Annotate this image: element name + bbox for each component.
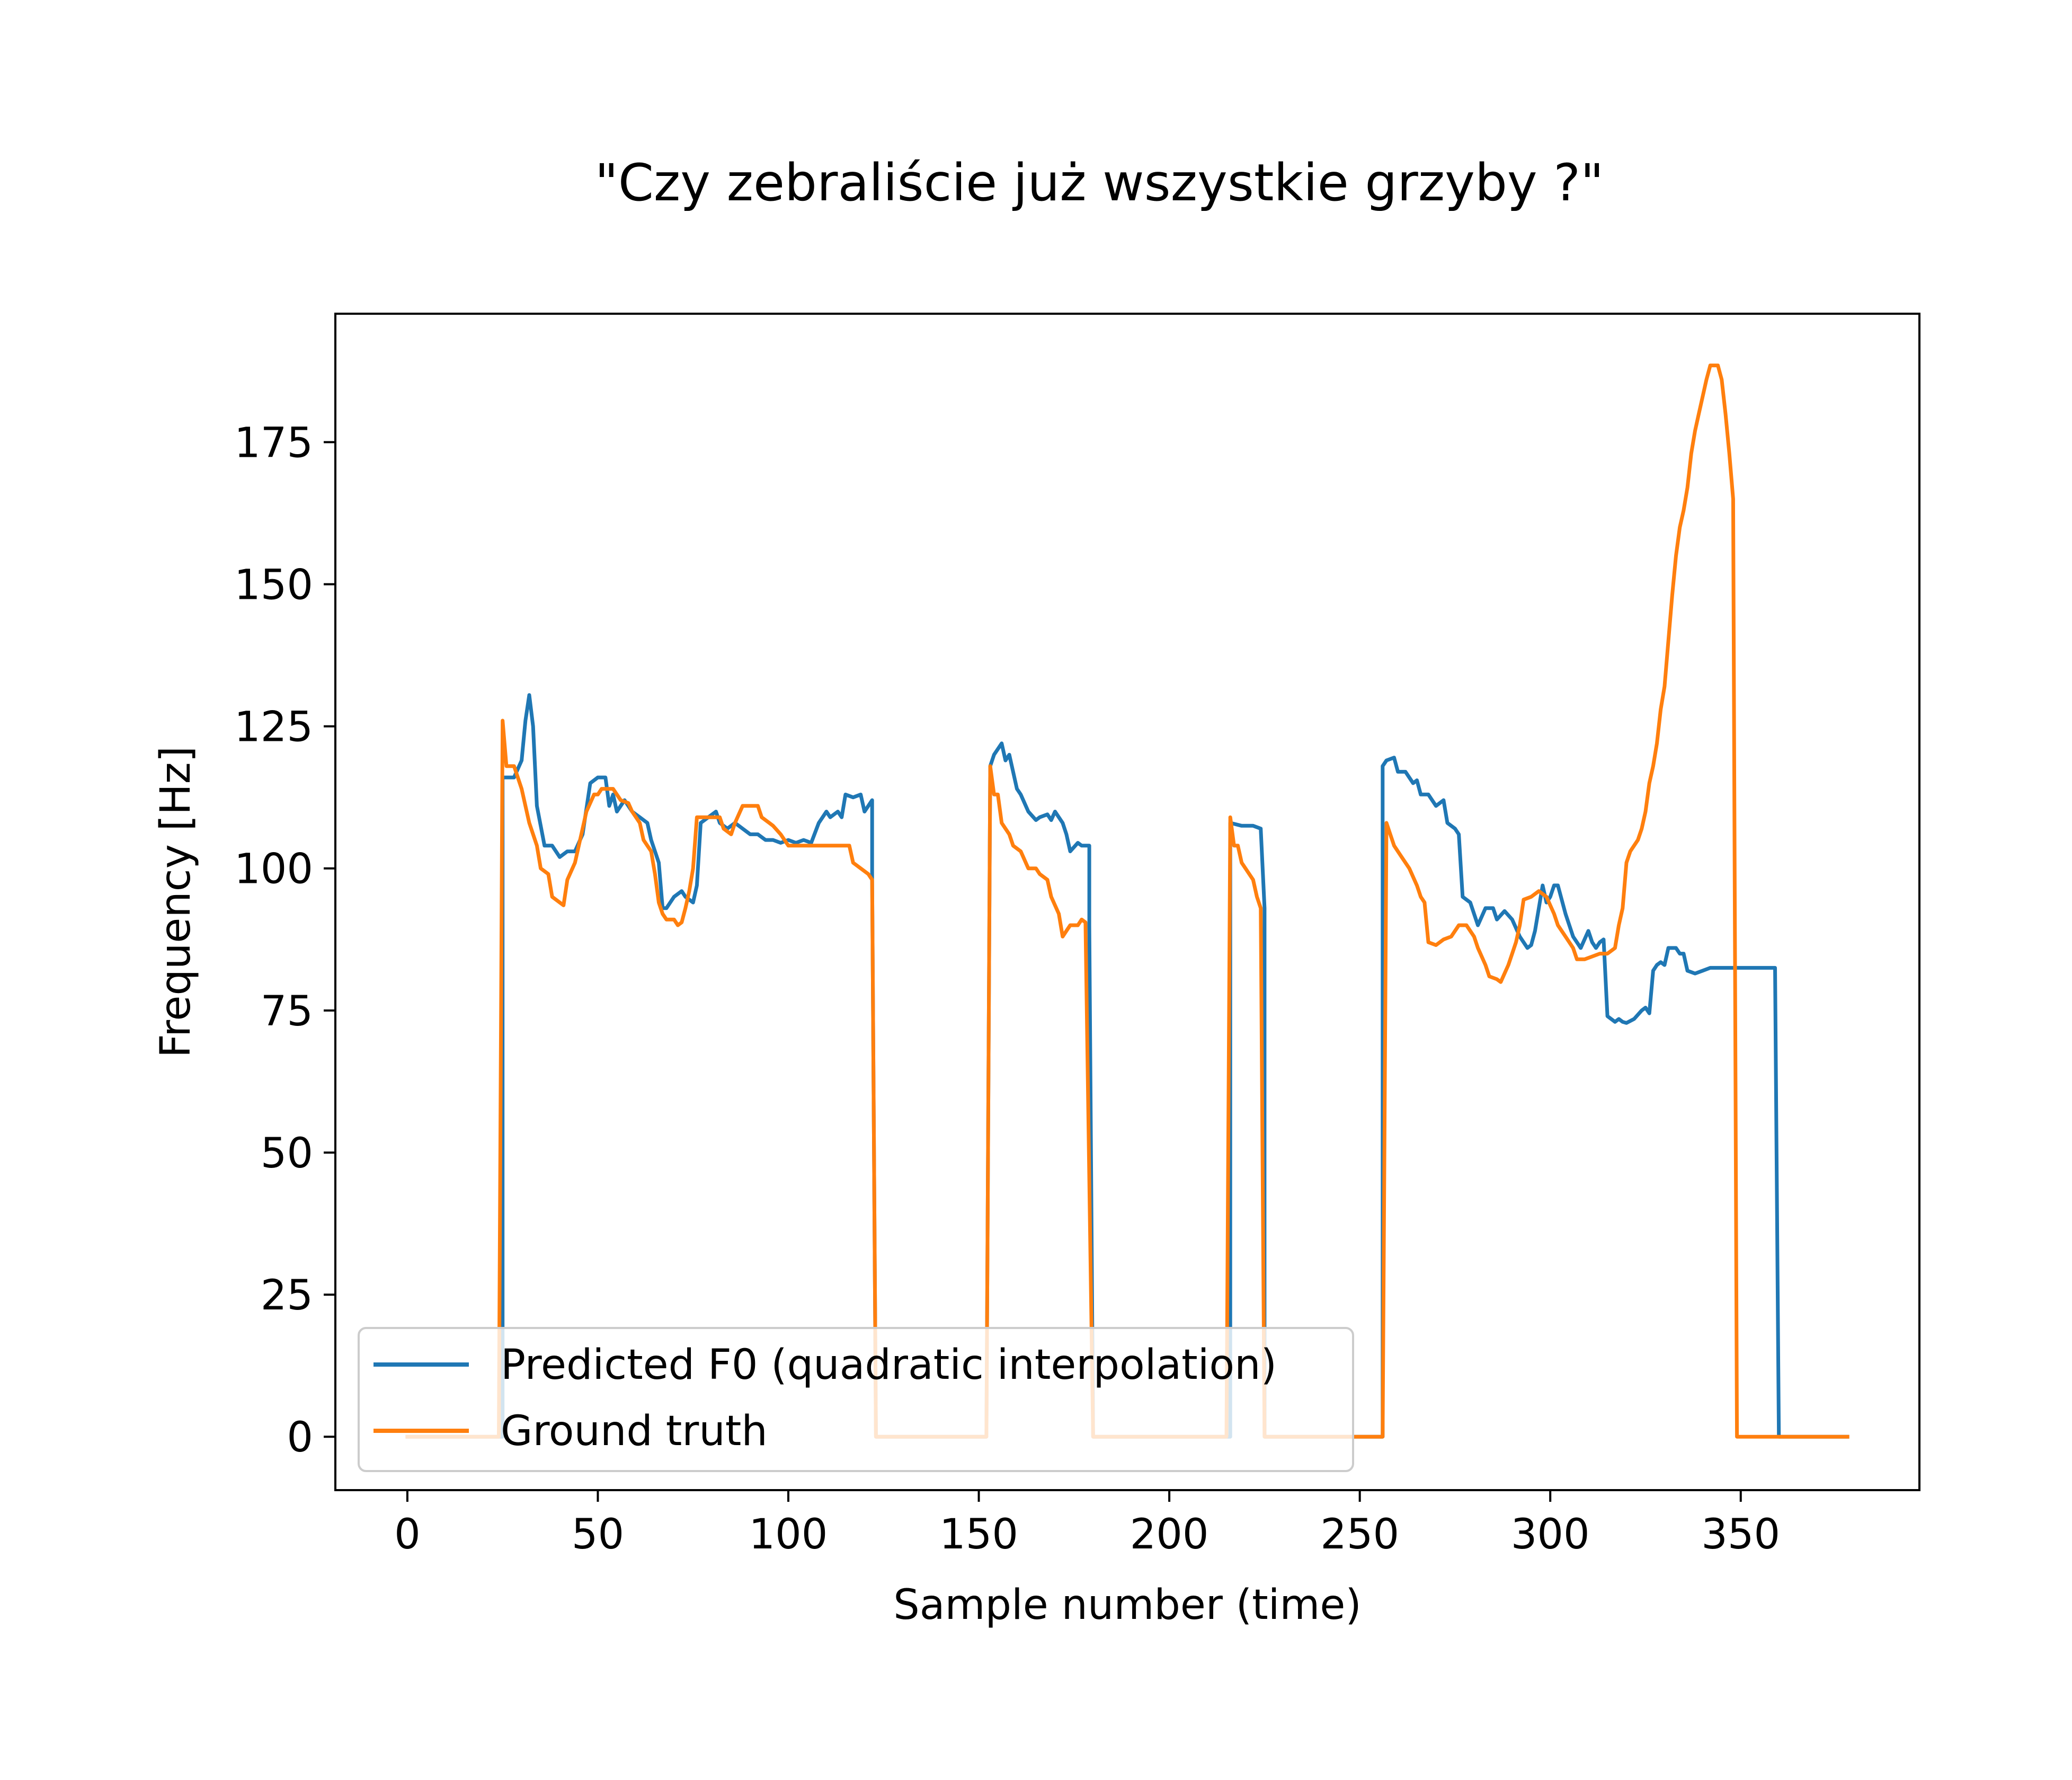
legend-label-predicted: Predicted F0 (quadratic interpolation) [501,1341,1277,1389]
legend: Predicted F0 (quadratic interpolation) G… [358,1327,1354,1472]
series-layer [405,364,1849,1439]
y-tick-label: 150 [234,561,313,609]
y-axis-label: Frequency [Hz] [152,746,200,1058]
y-tick-label: 100 [234,846,313,893]
x-tick-label: 0 [394,1511,421,1558]
chart-title: "Czy zebraliście już wszystkie grzyby ?" [595,153,1604,212]
y-tick-label: 0 [287,1414,313,1462]
x-axis-label: Sample number (time) [893,1581,1362,1629]
series-line-0 [405,693,1849,1439]
y-tick-label: 75 [261,988,313,1035]
x-tick-label: 100 [749,1511,828,1558]
y-tick-label: 175 [234,419,313,467]
x-tick-label: 200 [1130,1511,1209,1558]
y-tick-label: 50 [261,1130,313,1177]
legend-label-ground-truth: Ground truth [501,1407,768,1455]
x-tick-label: 300 [1511,1511,1590,1558]
legend-box [358,1327,1354,1472]
x-axis: 0 50 100 150 200 250 300 350 [394,1490,1780,1558]
x-tick-label: 150 [939,1511,1018,1558]
x-tick-label: 50 [572,1511,624,1558]
y-axis: 0 25 50 75 100 125 150 175 [234,419,335,1462]
y-tick-label: 25 [261,1272,313,1319]
x-tick-label: 350 [1701,1511,1780,1558]
y-tick-label: 125 [234,704,313,751]
x-tick-label: 250 [1320,1511,1399,1558]
series-line-1 [405,364,1849,1439]
plot-area-frame [334,313,1920,1491]
